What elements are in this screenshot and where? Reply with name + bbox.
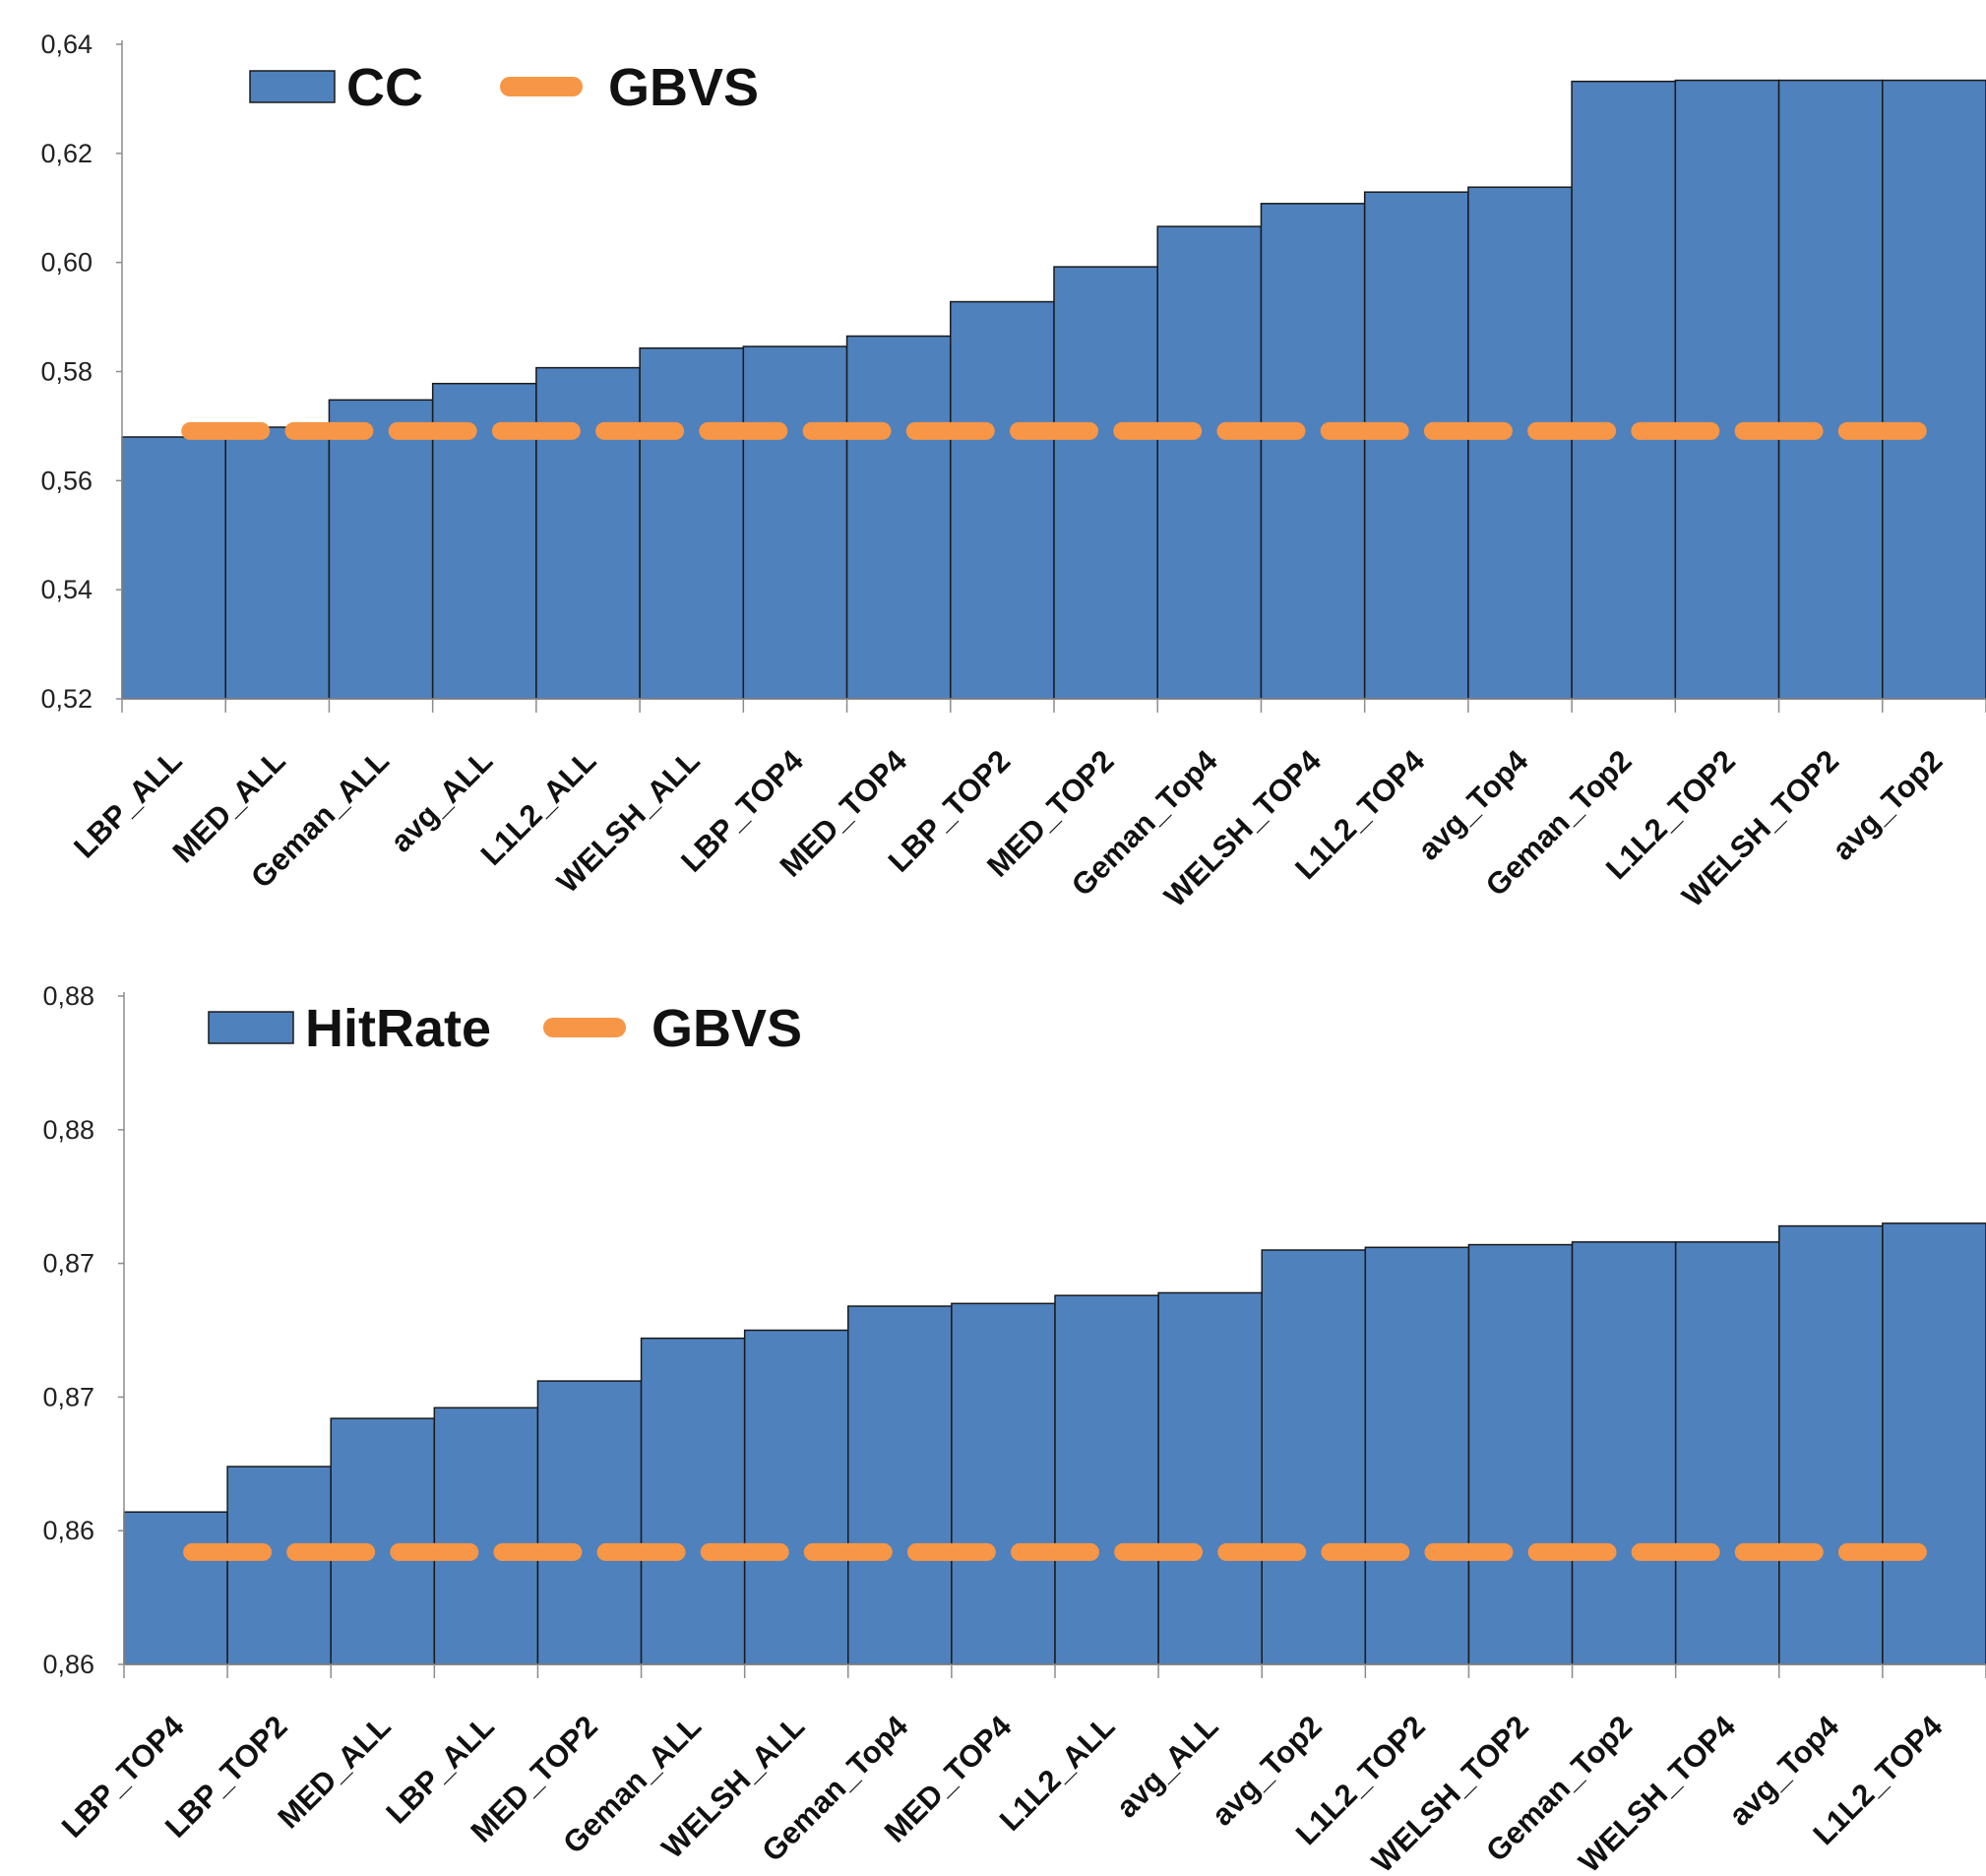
bar-WELSH_TOP2: [1467, 1243, 1574, 1665]
y-tick-label: 0,86: [42, 1516, 94, 1545]
legend-bar-swatch: [249, 70, 336, 103]
bar-Geman_ALL: [640, 1337, 746, 1665]
bar-MED_ALL: [330, 1417, 436, 1665]
bar-group: [123, 1222, 1986, 1665]
bar-Geman_ALL: [328, 399, 434, 700]
bar-MED_TOP4: [845, 335, 952, 700]
bar-Geman_Top4: [1156, 225, 1263, 700]
y-tick-label: 0,62: [40, 139, 93, 168]
category-label: MED_ALL: [271, 1709, 397, 1835]
bar-L1L2_TOP2: [1674, 79, 1780, 700]
bar-L1L2_ALL: [535, 366, 641, 700]
bar-avg_Top4: [1467, 186, 1573, 700]
y-tick-label: 0,64: [40, 30, 93, 59]
bar-MED_TOP4: [951, 1302, 1056, 1665]
legend-label-bar: CC: [346, 58, 423, 117]
bar-LBP_ALL: [433, 1407, 539, 1665]
bar-L1L2_TOP4: [1882, 1222, 1986, 1665]
bar-L1L2_TOP4: [1363, 191, 1469, 700]
y-tick-label: 0,88: [42, 1115, 94, 1145]
y-tick-label: 0,88: [42, 981, 94, 1011]
bar-avg_Top4: [1778, 1224, 1884, 1665]
bar-L1L2_TOP2: [1364, 1246, 1470, 1665]
bar-MED_ALL: [224, 426, 331, 700]
bar-group: [121, 79, 1986, 700]
bar-WELSH_TOP2: [1777, 79, 1884, 700]
bar-LBP_TOP4: [123, 1511, 228, 1665]
bar-L1L2_ALL: [1054, 1294, 1159, 1665]
y-tick-label: 0,54: [40, 575, 93, 604]
bar-MED_TOP2: [536, 1380, 643, 1665]
y-tick-label: 0,87: [42, 1249, 94, 1279]
bar-avg_Top2: [1261, 1249, 1367, 1665]
legend-label-bar: HitRate: [305, 999, 491, 1058]
chart-2: 0,860,860,870,870,880,88LBP_TOP4LBP_TOP2…: [42, 981, 1986, 1876]
chart-1: 0,520,540,560,580,600,620,64LBP_ALLMED_A…: [40, 30, 1986, 913]
y-tick-label: 0,87: [42, 1382, 94, 1411]
y-tick-label: 0,58: [40, 357, 93, 387]
y-tick-label: 0,52: [40, 684, 93, 714]
y-tick-label: 0,60: [40, 248, 93, 278]
y-tick-label: 0,86: [42, 1650, 94, 1679]
bar-LBP_TOP2: [226, 1466, 332, 1665]
bar-Geman_Top2: [1571, 1241, 1677, 1665]
y-tick-label: 0,56: [40, 466, 93, 495]
legend: HitRate GBVS: [208, 999, 802, 1058]
bar-Geman_Top4: [847, 1305, 953, 1665]
legend: CC GBVS: [249, 58, 759, 117]
legend-bar-swatch: [208, 1011, 294, 1044]
bar-LBP_TOP2: [950, 300, 1055, 700]
bar-WELSH_TOP4: [1674, 1241, 1780, 1665]
category-label: avg_Top2: [1826, 743, 1949, 866]
bar-LBP_ALL: [121, 436, 226, 700]
bar-MED_TOP2: [1053, 266, 1158, 700]
bar-avg_Top2: [1882, 79, 1986, 700]
bar-avg_ALL: [1157, 1291, 1263, 1665]
bar-WELSH_TOP4: [1260, 203, 1366, 700]
bar-WELSH_ALL: [743, 1329, 849, 1665]
bar-Geman_Top2: [1571, 80, 1677, 700]
legend-label-gbvs: GBVS: [608, 58, 759, 117]
legend-label-gbvs: GBVS: [652, 999, 802, 1058]
bar-WELSH_ALL: [639, 346, 745, 700]
bar-LBP_TOP4: [742, 345, 848, 700]
